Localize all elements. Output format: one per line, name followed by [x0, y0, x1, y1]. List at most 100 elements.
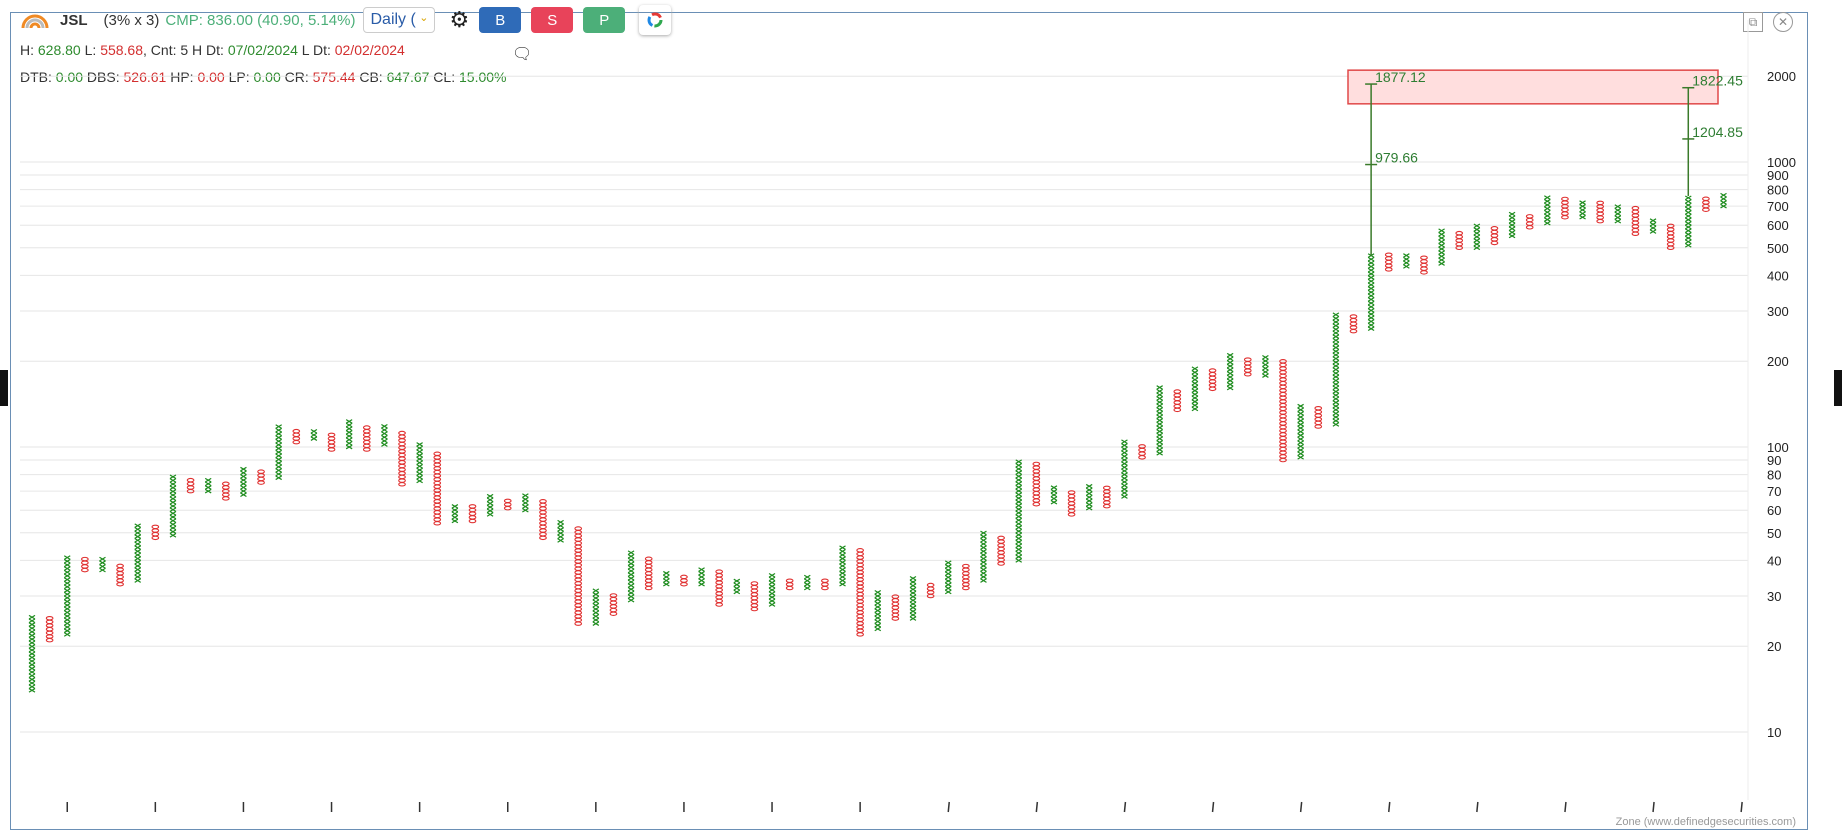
x-box	[663, 578, 670, 583]
chevron-down-icon: ⌄	[419, 12, 429, 24]
o-column	[1138, 444, 1146, 460]
o-column	[398, 430, 406, 487]
o-box	[398, 471, 406, 476]
o-box	[856, 580, 864, 586]
x-column	[522, 493, 529, 513]
x-box	[1544, 198, 1551, 204]
x-box	[1226, 374, 1234, 380]
close-icon[interactable]: ✕	[1773, 12, 1793, 32]
box-size: (3% x 3)	[103, 11, 160, 29]
x-box	[416, 464, 423, 469]
x-box	[63, 599, 71, 604]
x-box	[1191, 391, 1199, 397]
o-box	[433, 499, 442, 504]
o-box	[1631, 205, 1640, 211]
o-box	[1666, 223, 1675, 229]
restore-window-icon[interactable]: ⧉	[1743, 12, 1763, 32]
buy-button[interactable]: B	[479, 7, 522, 33]
o-box	[539, 535, 547, 541]
x-tick	[1123, 801, 1127, 813]
o-box	[821, 578, 829, 583]
o-box	[574, 537, 583, 542]
o-box	[81, 567, 89, 573]
o-box	[433, 495, 442, 500]
timeframe-select[interactable]: Daily (⌄	[363, 7, 436, 33]
x-column	[1579, 200, 1586, 220]
x-box	[451, 518, 459, 524]
o-box	[1596, 211, 1605, 217]
x-box	[944, 582, 952, 587]
o-box	[644, 578, 653, 583]
x-box	[1226, 363, 1234, 369]
x-tick	[1387, 801, 1391, 813]
left-panel-toggle[interactable]	[0, 370, 8, 406]
comment-icon[interactable]: 🗨	[512, 46, 533, 63]
x-box	[1226, 378, 1234, 384]
y-tick-label: 800	[1767, 183, 1789, 198]
x-box	[1262, 358, 1269, 364]
x-box	[1262, 365, 1269, 371]
o-box	[362, 428, 371, 434]
x-box	[28, 651, 36, 657]
x-box	[240, 481, 247, 487]
o-box	[1243, 361, 1252, 366]
x-box	[980, 545, 987, 550]
o-box	[151, 524, 160, 530]
x-box	[663, 574, 670, 580]
chart-header: JSL (3% x 3) CMP: 836.00 (40.90, 5.14%) …	[20, 6, 671, 34]
x-box	[803, 585, 811, 591]
o-box	[1455, 238, 1464, 243]
color-wheel-button[interactable]	[639, 5, 671, 35]
o-box	[433, 466, 442, 471]
x-box	[1191, 402, 1199, 408]
o-box	[997, 553, 1005, 559]
x-box	[28, 677, 36, 682]
x-box	[1226, 382, 1234, 387]
x-box	[1367, 319, 1375, 324]
o-box	[45, 637, 54, 643]
x-tick	[1476, 801, 1479, 813]
x-column	[1156, 385, 1163, 456]
x-box	[169, 525, 177, 531]
x-box	[1684, 199, 1692, 204]
y-tick-label: 70	[1767, 484, 1781, 499]
x-box	[1508, 230, 1516, 235]
o-box	[398, 452, 406, 458]
x-box	[1085, 483, 1093, 489]
o-box	[1208, 368, 1217, 373]
o-box	[362, 443, 371, 449]
x-box	[1085, 505, 1093, 511]
x-box	[310, 436, 318, 441]
o-box	[468, 511, 477, 516]
x-box	[1121, 454, 1128, 459]
o-box	[1279, 402, 1287, 408]
x-box	[592, 617, 600, 623]
o-box	[574, 559, 583, 564]
x-box	[345, 419, 353, 424]
x-box	[1579, 211, 1586, 216]
o-box	[1279, 366, 1287, 371]
o-box	[715, 584, 724, 589]
p-button[interactable]: P	[583, 7, 626, 33]
x-column	[1438, 228, 1445, 266]
x-box	[275, 449, 282, 455]
o-box	[1279, 359, 1287, 364]
x-box	[1156, 414, 1163, 420]
x-box	[663, 581, 670, 587]
right-panel-toggle[interactable]	[1834, 370, 1842, 406]
o-box	[221, 485, 230, 490]
x-box	[698, 567, 705, 572]
x-box	[1367, 311, 1375, 317]
o-box	[609, 593, 618, 598]
x-box	[1297, 418, 1304, 424]
x-box	[1332, 374, 1340, 380]
o-box	[962, 578, 970, 583]
sell-button[interactable]: S	[531, 7, 574, 33]
o-column	[680, 574, 688, 587]
o-box	[1279, 399, 1287, 404]
o-box	[891, 605, 900, 610]
x-box	[1473, 223, 1481, 229]
gear-icon[interactable]: ⚙	[449, 7, 470, 32]
x-box	[1085, 502, 1093, 507]
x-box	[451, 515, 459, 520]
